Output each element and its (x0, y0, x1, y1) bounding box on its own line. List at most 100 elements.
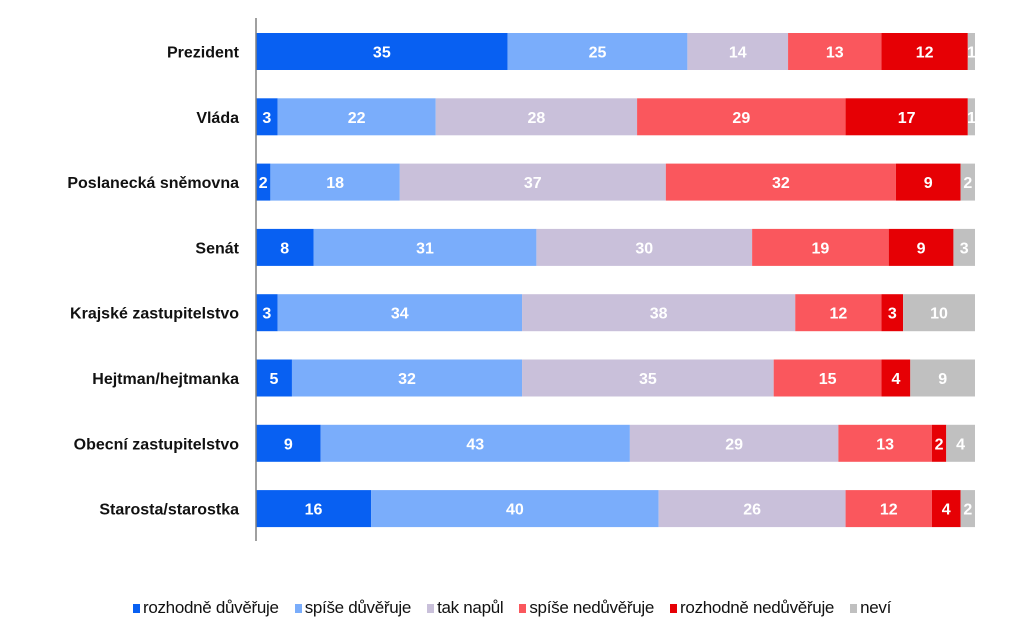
bar-segment (838, 424, 932, 462)
bar-segment (399, 163, 666, 201)
data-label: 3 (262, 306, 271, 323)
bar-segment (256, 33, 508, 70)
bar-segment (522, 359, 774, 397)
bar-segment (637, 98, 846, 136)
category-labels: Prezident Vláda Poslanecká sněmovna Senát Kr… (67, 45, 239, 519)
legend-item: neví (850, 598, 891, 618)
category-label: Poslanecká sněmovna (67, 175, 239, 192)
data-label: 29 (725, 436, 743, 453)
bars-group: 35 25 14 13 12 13 22 28 29 17 12 18 37 32 9 28 31 30 19 9 33… (256, 33, 976, 528)
data-label: 2 (259, 175, 268, 192)
legend-swatch (670, 603, 678, 613)
category-label: Obecní zastupitelstvo (74, 436, 240, 453)
legend-swatch (850, 603, 858, 613)
data-label: 30 (635, 240, 653, 257)
data-label: 43 (466, 436, 484, 453)
data-label: 22 (348, 110, 366, 127)
data-label: 2 (963, 175, 972, 192)
bar-segment (931, 490, 961, 528)
bar-segment (953, 228, 975, 266)
category-label: Hejtman/hejtmanka (92, 371, 239, 388)
data-label: 37 (524, 175, 542, 192)
bar-segment (507, 33, 688, 70)
bar-segment (256, 359, 292, 397)
data-label: 1 (967, 110, 976, 127)
bar-segment (256, 294, 278, 332)
legend-swatch (132, 603, 140, 613)
data-label: 9 (284, 436, 293, 453)
data-label: 32 (398, 371, 416, 388)
category-label: Senát (195, 240, 239, 257)
legend-label: spíše nedůvěřuje (529, 598, 655, 617)
data-label: 38 (650, 306, 668, 323)
bar-segment (291, 359, 523, 397)
data-label: 31 (416, 240, 434, 257)
data-label: 12 (829, 306, 847, 323)
bar-segment (320, 424, 630, 462)
bar-segment (277, 98, 436, 136)
data-label: 4 (891, 371, 900, 388)
bar-segment (270, 163, 400, 201)
legend-item: rozhodně nedůvěřuje (670, 598, 834, 618)
data-label: 4 (956, 436, 965, 453)
legend-label: rozhodně nedůvěřuje (680, 598, 835, 617)
data-label: 35 (373, 45, 391, 62)
category-label: Krajské zastupitelstvo (70, 306, 239, 323)
legend-swatch (427, 603, 435, 613)
legend-label: neví (860, 598, 892, 617)
data-label: 28 (528, 110, 546, 127)
category-label: Starosta/starostka (99, 502, 239, 519)
data-label: 14 (729, 45, 747, 62)
bar-segment (435, 98, 638, 136)
data-label: 12 (880, 502, 898, 519)
data-label: 10 (930, 306, 948, 323)
data-label: 1 (967, 45, 976, 62)
legend-item: rozhodně důvěřuje (132, 598, 279, 618)
bar-segment (960, 490, 975, 528)
bar-segment (522, 294, 796, 332)
bar-segment (881, 359, 911, 397)
data-label: 2 (963, 502, 972, 519)
bar-segment (313, 228, 537, 266)
bar-segment (795, 294, 882, 332)
data-label: 12 (916, 45, 934, 62)
category-label: Vláda (196, 110, 239, 127)
bar-segment (256, 228, 314, 266)
data-label: 25 (589, 45, 607, 62)
legend-label: rozhodně důvěřuje (142, 598, 279, 617)
bar-segment (665, 163, 896, 201)
legend-label: tak napůl (437, 598, 504, 617)
data-label: 29 (732, 110, 750, 127)
data-label: 15 (819, 371, 837, 388)
data-label: 17 (898, 110, 916, 127)
data-label: 35 (639, 371, 657, 388)
bar-segment (967, 33, 975, 70)
legend-label: spíše důvěřuje (304, 598, 412, 617)
data-label: 26 (743, 502, 761, 519)
data-label: 9 (917, 240, 926, 257)
data-label: 8 (280, 240, 289, 257)
bar-segment (256, 490, 372, 528)
data-label: 9 (924, 175, 933, 192)
bar-segment (845, 490, 932, 528)
bar-segment (931, 424, 947, 462)
legend: rozhodně důvěřuje spíše důvěřuje tak napůl… (0, 596, 1024, 620)
bar-segment (687, 33, 789, 70)
data-label: 3 (888, 306, 897, 323)
legend-swatch (519, 603, 527, 613)
bar-segment (256, 98, 278, 136)
data-label: 3 (960, 240, 969, 257)
bar-segment (536, 228, 753, 266)
legend-swatch (294, 603, 302, 613)
bar-segment (881, 294, 904, 332)
bar-segment (967, 98, 975, 136)
bar-segment (845, 98, 968, 136)
data-label: 16 (305, 502, 323, 519)
data-label: 13 (876, 436, 894, 453)
bar-segment (371, 490, 659, 528)
data-label: 18 (326, 175, 344, 192)
data-label: 3 (262, 110, 271, 127)
bar-segment (256, 424, 321, 462)
legend-item: spíše nedůvěřuje (519, 598, 654, 618)
